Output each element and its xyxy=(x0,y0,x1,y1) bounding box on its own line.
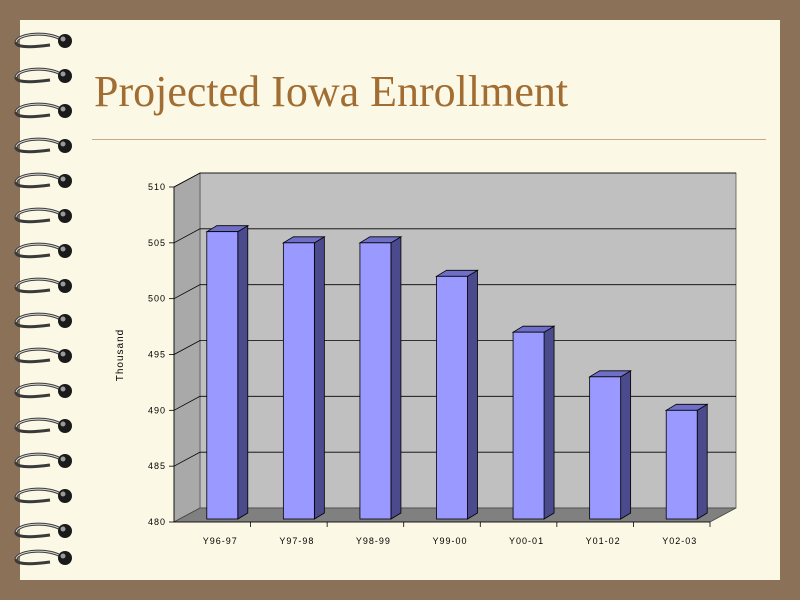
bar xyxy=(512,331,545,520)
bar-side xyxy=(543,325,555,520)
x-tick-label: Y97-98 xyxy=(279,536,314,546)
x-tick-label: Y00-01 xyxy=(509,536,544,546)
binding-ring-icon xyxy=(14,417,72,434)
gridline xyxy=(173,395,736,411)
y-tick-label: 500 xyxy=(148,294,166,304)
bar xyxy=(282,242,315,520)
gridline xyxy=(173,172,736,188)
y-tick-label: 510 xyxy=(148,182,166,192)
bar-side xyxy=(313,236,325,520)
bar-side xyxy=(696,403,708,520)
bar-side xyxy=(620,370,632,520)
gridline xyxy=(173,451,736,467)
title-divider xyxy=(92,139,766,140)
binding-ring-icon xyxy=(14,452,72,469)
y-tick-label: 485 xyxy=(148,461,166,471)
binding-ring-icon xyxy=(14,67,72,84)
binding-ring-icon xyxy=(14,522,72,539)
slide-title: Projected Iowa Enrollment xyxy=(94,67,569,116)
binding-ring-icon xyxy=(14,312,72,329)
binding-ring-icon xyxy=(14,137,72,154)
binding-ring-icon xyxy=(14,549,72,566)
bar xyxy=(359,242,392,520)
bar-side xyxy=(237,224,249,520)
x-tick-label: Y99-00 xyxy=(432,536,467,546)
y-tick-label: 480 xyxy=(148,517,166,527)
binding-ring-icon xyxy=(14,277,72,294)
y-axis-label: Thousand xyxy=(115,329,126,381)
binding-ring-icon xyxy=(14,32,72,49)
bar-side xyxy=(467,269,478,520)
binding-ring-icon xyxy=(14,487,72,504)
x-tick-label: Y98-99 xyxy=(356,536,391,546)
gridline xyxy=(173,228,736,244)
bar xyxy=(436,275,468,520)
x-tick-label: Y96-97 xyxy=(203,536,238,546)
bar-side xyxy=(390,236,402,520)
binding-ring-icon xyxy=(14,347,72,364)
y-tick-label: 505 xyxy=(148,238,166,248)
binding-ring-icon xyxy=(14,207,72,224)
binding-ring-icon xyxy=(14,172,72,189)
y-tick-label: 490 xyxy=(148,405,166,415)
x-tick-label: Y01-02 xyxy=(586,536,621,546)
bar xyxy=(665,409,698,520)
y-tick-label: 495 xyxy=(148,350,166,360)
bar xyxy=(589,376,622,520)
x-tick-label: Y02-03 xyxy=(662,536,697,546)
bar xyxy=(206,231,239,520)
binding-ring-icon xyxy=(14,242,72,259)
binding-ring-icon xyxy=(14,102,72,119)
gridline xyxy=(173,340,736,355)
binding-ring-icon xyxy=(14,382,72,399)
gridline xyxy=(173,284,736,300)
